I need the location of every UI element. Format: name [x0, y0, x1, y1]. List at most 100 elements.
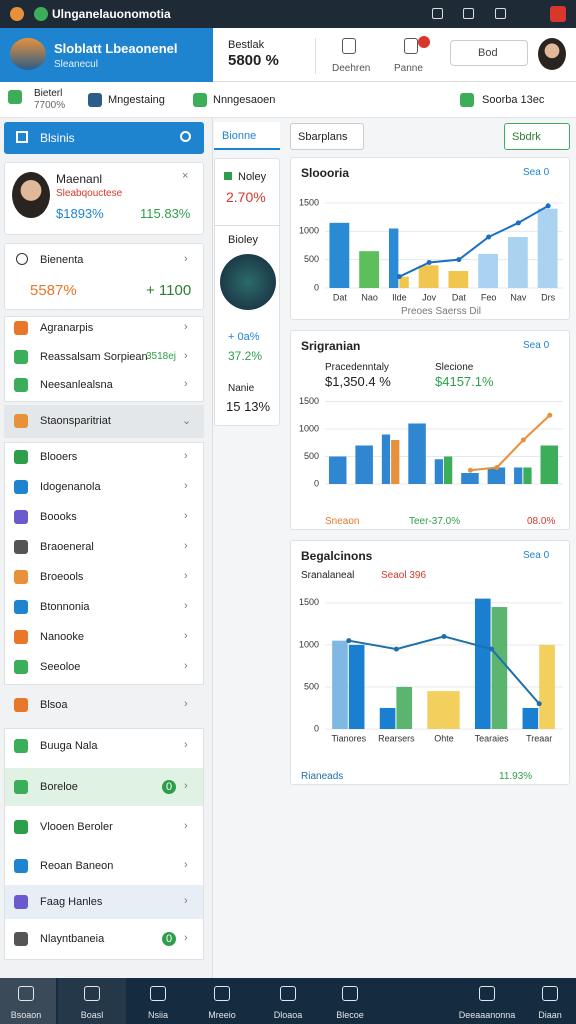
icon[interactable] [14, 321, 28, 335]
nav-icon[interactable] [84, 986, 100, 1001]
icon[interactable] [14, 450, 28, 464]
icon[interactable] [14, 570, 28, 584]
menu-item[interactable]: Seeoloe [40, 661, 81, 673]
icon[interactable] [88, 93, 102, 107]
y-tick-label: 0 [314, 723, 319, 733]
middle-label: Nanie [228, 383, 255, 394]
nav-icon[interactable] [479, 986, 495, 1001]
nav-icon[interactable] [18, 986, 34, 1001]
toolbar-button[interactable] [214, 122, 280, 150]
nav-icon[interactable] [214, 986, 230, 1001]
nav-label[interactable]: Nsiia [147, 1010, 168, 1020]
bar [381, 434, 391, 484]
x-tick-label: Treaar [526, 733, 552, 743]
toolbar-button[interactable] [504, 123, 570, 150]
nav-label[interactable]: Diaan [538, 1010, 562, 1020]
search-text[interactable]: Bod [478, 47, 498, 59]
bar [539, 644, 555, 729]
chart-subtitle-value: Seaol 396 [381, 570, 427, 581]
icon[interactable] [14, 378, 28, 392]
tab[interactable]: Nnngesaoen [213, 94, 276, 106]
chart-footer: Sneaon [325, 516, 360, 527]
toolbar-label[interactable]: Bionne [222, 130, 257, 142]
chart-badge[interactable]: Sea 0 [523, 167, 550, 178]
section-title[interactable]: Staonsparitriat [40, 415, 111, 427]
search-box[interactable] [450, 40, 528, 66]
nav-label[interactable]: Bsoaon [10, 1010, 42, 1020]
icon[interactable] [14, 660, 28, 674]
stat-label: Bestlak [228, 39, 265, 51]
nav-label[interactable]: Panne [394, 63, 423, 74]
menu-item[interactable]: Reassalsam Sorpiean [40, 351, 148, 363]
nav-label[interactable]: Mreeio [208, 1010, 236, 1020]
section-row [4, 405, 204, 438]
nav-icon[interactable] [342, 38, 356, 54]
menu-item[interactable]: Broeools [40, 571, 84, 583]
menu-item[interactable]: Nlayntbaneia [40, 933, 105, 945]
menu-item[interactable]: Reoan Baneon [40, 860, 114, 872]
nav-icon[interactable] [150, 986, 166, 1001]
toolbar-label[interactable]: Sbdrk [512, 131, 541, 143]
window-button[interactable] [432, 8, 443, 19]
y-tick-label: 1500 [299, 597, 319, 607]
icon[interactable] [14, 698, 28, 712]
search-icon[interactable] [180, 131, 191, 142]
icon[interactable] [14, 600, 28, 614]
menu-item[interactable]: Idogenanola [40, 481, 101, 493]
nav-icon[interactable] [280, 986, 296, 1001]
chart-footer: Teer-37.0% [409, 516, 461, 527]
icon[interactable] [14, 932, 28, 946]
nav-icon[interactable] [542, 986, 558, 1001]
nav-icon[interactable] [342, 986, 358, 1001]
menu-badge[interactable]: 0 [162, 780, 176, 794]
bar [434, 459, 443, 484]
nav-label[interactable]: Dloaoa [273, 1010, 303, 1020]
menu-item[interactable]: Nanooke [40, 631, 85, 643]
icon[interactable] [14, 820, 28, 834]
menu-item[interactable]: Blooers [40, 451, 78, 463]
bar [491, 607, 508, 729]
nav-label[interactable]: Deeaaanonna [458, 1010, 516, 1020]
icon[interactable] [14, 739, 28, 753]
menu-item[interactable]: Agranarpis [40, 322, 94, 334]
icon[interactable] [14, 895, 28, 909]
icon[interactable] [460, 93, 474, 107]
menu-card [4, 728, 204, 960]
icon[interactable] [14, 630, 28, 644]
chart-badge[interactable]: Sea 0 [523, 550, 550, 561]
window-button[interactable] [495, 8, 506, 19]
icon[interactable] [14, 350, 28, 364]
icon[interactable] [14, 414, 28, 428]
bar [396, 686, 413, 729]
menu-item[interactable]: Neesanlealsna [40, 379, 113, 391]
menu-item[interactable]: Buuga Nala [40, 740, 98, 752]
icon[interactable] [193, 93, 207, 107]
menu-item[interactable]: Faag Hanles [40, 896, 103, 908]
nav-label[interactable]: Boasl [80, 1010, 104, 1020]
menu-item[interactable]: Btonnonia [40, 601, 90, 613]
menu-item[interactable]: Boreloe [40, 781, 78, 793]
icon[interactable] [14, 480, 28, 494]
toolbar-label[interactable]: Sbarplans [298, 131, 348, 143]
nav-icon[interactable] [404, 38, 418, 54]
chart-badge[interactable]: Sea 0 [523, 340, 550, 351]
nav-label[interactable]: Deehren [332, 63, 371, 74]
icon[interactable] [14, 540, 28, 554]
icon[interactable] [14, 510, 28, 524]
icon[interactable] [14, 859, 28, 873]
menu-item[interactable]: Braoeneral [40, 541, 94, 553]
chevron: › [184, 540, 188, 552]
menu-item[interactable]: Vlooen Beroler [40, 821, 113, 833]
menu-badge[interactable]: 0 [162, 932, 176, 946]
menu-item[interactable]: Boooks [40, 511, 77, 523]
bar [388, 228, 399, 288]
close-button[interactable] [550, 6, 566, 22]
icon[interactable] [14, 780, 28, 794]
menu-item[interactable]: Blsoa [40, 699, 68, 711]
window-button[interactable] [463, 8, 474, 19]
nav-label[interactable]: Blecoe [336, 1010, 364, 1020]
menu-note[interactable]: 3518ej [146, 351, 177, 362]
tab[interactable]: Mngestaing [108, 94, 165, 106]
sub-right[interactable]: Soorba 13ec [482, 94, 545, 106]
toolbar-button[interactable] [290, 123, 364, 150]
